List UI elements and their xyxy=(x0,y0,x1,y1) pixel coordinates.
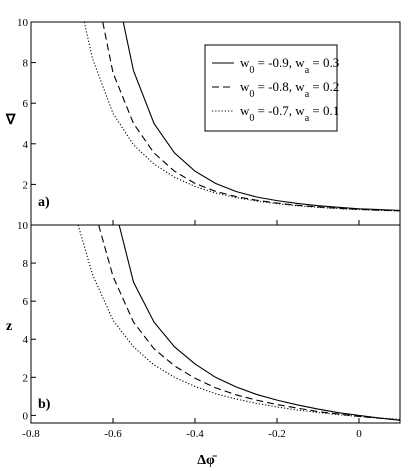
series-line-solid-a xyxy=(122,22,400,211)
y-tick-label-a: 6 xyxy=(23,98,29,110)
series-lines-b xyxy=(77,225,400,421)
series-line-dotted-b xyxy=(77,225,400,420)
series-lines-a xyxy=(83,22,400,212)
panel-a: 2 4 6 8 10 a) ∇ xyxy=(5,17,401,226)
y-tick-label-b: 2 xyxy=(23,372,29,384)
series-line-dashed-a xyxy=(102,22,400,212)
x-tick-label: 0 xyxy=(356,428,362,440)
panel-label-a: a) xyxy=(38,195,50,210)
y-axis-label-b: z xyxy=(6,319,12,334)
y-tick-label-b: 10 xyxy=(17,220,29,232)
legend-box xyxy=(204,44,338,132)
x-tick-label: -0.2 xyxy=(268,428,285,440)
y-axis-label-a: ∇ xyxy=(5,113,16,128)
x-axis-label: Δφ̄ xyxy=(197,453,218,468)
plot-frame-b xyxy=(30,224,401,424)
panel-b: 0 2 4 6 8 10 -0.8 -0.6 -0.4 -0.2 0 b) z Δφ̄ xyxy=(6,220,401,468)
y-tick-label-a: 8 xyxy=(23,58,29,70)
ticks-b: 0 2 4 6 8 10 -0.8 -0.6 -0.4 -0.2 0 xyxy=(17,220,362,440)
legend-label: w0 = -0.8, wa = 0.2 xyxy=(240,79,339,100)
series-line-dashed-b xyxy=(98,225,400,421)
y-tick-label-a: 4 xyxy=(23,139,29,151)
y-tick-label-a: 2 xyxy=(23,179,29,191)
series-line-solid-b xyxy=(118,225,400,421)
y-tick-label-a: 10 xyxy=(17,17,29,29)
y-tick-label-b: 8 xyxy=(23,258,29,270)
ticks-a: 2 4 6 8 10 xyxy=(17,17,360,225)
legend: w0 = -0.9, wa = 0.3 w0 = -0.8, wa = 0.2 w0… xyxy=(204,44,339,132)
legend-label: w0 = -0.7, wa = 0.1 xyxy=(240,103,339,124)
legend-label: w0 = -0.9, wa = 0.3 xyxy=(240,55,339,76)
y-tick-label-b: 4 xyxy=(23,334,29,346)
x-tick-label: -0.4 xyxy=(186,428,204,440)
panel-label-b: b) xyxy=(38,397,51,412)
x-tick-label: -0.6 xyxy=(104,428,122,440)
y-tick-label-b: 0 xyxy=(23,410,29,422)
x-tick-label: -0.8 xyxy=(22,428,40,440)
y-tick-label-b: 6 xyxy=(23,296,29,308)
